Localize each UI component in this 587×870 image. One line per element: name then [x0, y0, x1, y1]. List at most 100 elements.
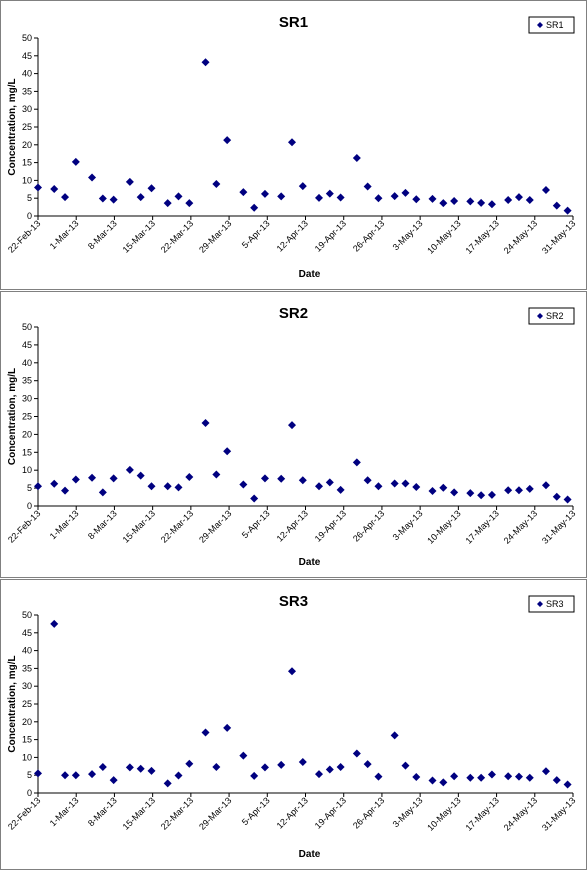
legend: SR3 [528, 595, 575, 613]
chart-panel-sr3: SR3 0 5 10 15 20 25 30 35 40 45 50 22-Feb-13 1-Mar-13… [0, 579, 587, 870]
x-tick-label: 19-Apr-13 [313, 508, 348, 543]
data-point [504, 772, 513, 781]
x-tick-label: 29-Mar-13 [197, 795, 233, 831]
data-point [552, 776, 561, 785]
data-point [88, 473, 97, 482]
data-point [352, 749, 361, 758]
x-tick-label: 31-May-13 [540, 795, 577, 832]
data-point [336, 193, 345, 202]
legend-box [528, 595, 575, 613]
data-point [277, 192, 286, 201]
data-point [223, 447, 232, 456]
x-tick-label: 5-Apr-13 [240, 795, 272, 827]
x-axis-title: Date [299, 849, 321, 860]
y-tick-label: 25 [22, 122, 32, 132]
data-point [552, 492, 561, 501]
data-point [98, 194, 107, 203]
data-point [477, 198, 486, 207]
x-tick-label: 8-Mar-13 [86, 508, 119, 541]
data-point [201, 58, 210, 67]
chart-svg-sr1: SR1 0 5 10 15 20 25 30 35 40 45 50 22-Feb-13 1-Mar-13… [6, 14, 577, 280]
legend-label: SR3 [546, 599, 564, 609]
data-point [563, 206, 572, 215]
x-tick-label: 26-Apr-13 [351, 508, 386, 543]
data-point [401, 479, 410, 488]
data-point [239, 188, 248, 197]
legend-marker [537, 601, 543, 607]
data-point [450, 197, 459, 206]
data-point [163, 199, 172, 208]
data-point [88, 173, 97, 182]
y-tick-label: 30 [22, 104, 32, 114]
data-point [71, 157, 80, 166]
data-point [50, 184, 59, 193]
y-tick-label: 40 [22, 358, 32, 368]
x-tick-label: 10-May-13 [425, 508, 462, 545]
data-point [223, 136, 232, 145]
x-tick-label: 15-Mar-13 [121, 508, 157, 544]
chart-svg-sr3: SR3 0 5 10 15 20 25 30 35 40 45 50 22-Feb-13 1-Mar-13… [6, 593, 577, 860]
y-tick-label: 35 [22, 86, 32, 96]
x-tick-label: 15-Mar-13 [121, 218, 157, 254]
data-point [88, 770, 97, 779]
data-point [277, 474, 286, 483]
y-tick-label: 40 [22, 69, 32, 79]
x-tick-label: 15-Mar-13 [121, 795, 157, 831]
x-tick-label: 19-Apr-13 [313, 218, 348, 253]
data-point [541, 481, 550, 490]
y-tick-label: 50 [22, 33, 32, 43]
data-point [439, 199, 448, 208]
data-point [239, 751, 248, 760]
data-point [136, 193, 145, 202]
x-tick-label: 12-Apr-13 [275, 218, 310, 253]
data-point [450, 772, 459, 781]
data-point [525, 773, 534, 782]
data-point [390, 479, 399, 488]
data-point [34, 482, 42, 491]
data-point [34, 183, 42, 192]
data-point [125, 763, 134, 772]
x-tick-label: 8-Mar-13 [86, 218, 119, 251]
data-point [287, 421, 296, 430]
y-axis-title: Concentration, mg/L [7, 655, 18, 752]
y-tick-label: 20 [22, 717, 32, 727]
data-point [374, 194, 383, 203]
data-point [277, 760, 286, 769]
data-point [487, 770, 496, 779]
data-point [477, 773, 486, 782]
data-point [563, 780, 572, 789]
data-point [514, 772, 523, 781]
legend-box [528, 16, 575, 34]
data-point [212, 179, 221, 188]
data-point [201, 728, 210, 737]
y-tick-label: 20 [22, 140, 32, 150]
x-tick-label: 22-Mar-13 [159, 795, 195, 831]
y-tick-label: 30 [22, 394, 32, 404]
x-tick-label: 1-Mar-13 [48, 218, 81, 251]
data-point [163, 482, 172, 491]
data-point [287, 667, 296, 676]
data-point [298, 758, 307, 767]
data-point [428, 776, 437, 785]
data-point [298, 476, 307, 485]
y-tick-label: 30 [22, 681, 32, 691]
data-point [71, 475, 80, 484]
data-point [352, 153, 361, 162]
data-point [61, 486, 70, 495]
data-point [439, 778, 448, 787]
y-tick-label: 25 [22, 699, 32, 709]
y-tick-label: 10 [22, 465, 32, 475]
y-tick-label: 5 [27, 193, 32, 203]
data-point [260, 763, 269, 772]
data-point [315, 482, 324, 491]
x-tick-label: 12-Apr-13 [275, 508, 310, 543]
y-tick-label: 0 [27, 788, 32, 798]
y-tick-label: 5 [27, 483, 32, 493]
data-point [336, 485, 345, 494]
data-point [514, 193, 523, 202]
x-tick-label: 26-Apr-13 [351, 795, 386, 830]
y-tick-label: 0 [27, 211, 32, 221]
data-point [401, 761, 410, 770]
x-tick-label: 1-Mar-13 [48, 508, 81, 541]
data-point [315, 193, 324, 202]
